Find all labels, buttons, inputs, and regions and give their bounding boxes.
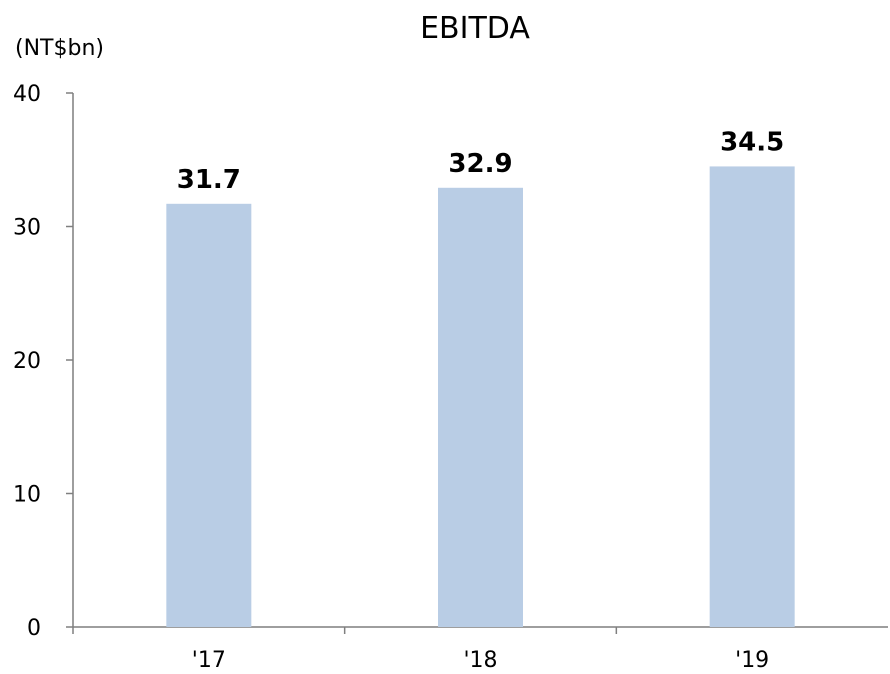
x-tick-label: '18 — [463, 648, 497, 673]
y-tick-label: 40 — [13, 82, 41, 107]
bar — [438, 187, 523, 627]
y-tick-label: 0 — [27, 616, 41, 641]
x-tick-label: '17 — [192, 648, 226, 673]
y-tick-label: 20 — [13, 349, 41, 374]
chart-title: EBITDA — [420, 11, 530, 46]
data-label: 32.9 — [448, 149, 512, 179]
x-tick-label: '19 — [735, 648, 769, 673]
chart-marks: 0 10 20 30 40 31.7 '17 32.9 '18 34.5 '19 — [13, 82, 795, 673]
data-label: 31.7 — [177, 165, 241, 195]
data-label: 34.5 — [720, 127, 784, 157]
y-tick-label: 10 — [13, 483, 41, 508]
bar — [709, 166, 795, 628]
y-axis-unit-label: (NT$bn) — [15, 36, 104, 61]
y-tick-label: 30 — [13, 216, 41, 241]
bar — [166, 203, 252, 627]
